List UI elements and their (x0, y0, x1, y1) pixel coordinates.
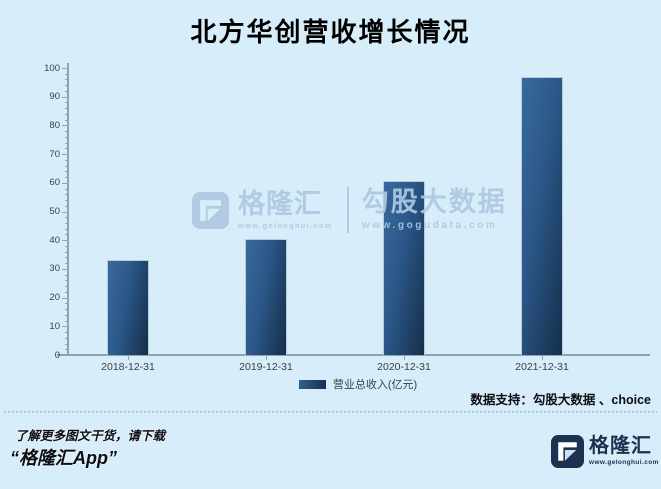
y-minor-tick (65, 165, 68, 167)
y-tick-label: 100 (44, 62, 60, 74)
data-support-note: 数据支持：勾股大数据 、choice (470, 393, 651, 407)
footer-brand: 格隆汇 www.gelonghui.com (551, 435, 659, 468)
y-minor-tick (65, 274, 68, 276)
y-major-tick (62, 125, 68, 127)
y-minor-tick (65, 343, 68, 345)
chart-title: 北方华创营收增长情况 (190, 17, 471, 47)
footer-brand-url: www.gelonghui.com (589, 459, 659, 466)
watermark-divider (346, 187, 349, 233)
legend-label: 营业总收入(亿元) (332, 379, 418, 391)
bar (383, 181, 425, 355)
x-axis-label: 2018-12-31 (101, 361, 155, 373)
y-minor-tick (65, 90, 68, 92)
y-minor-tick (65, 159, 68, 161)
y-minor-tick (65, 148, 68, 150)
y-tick-label: 80 (49, 119, 60, 131)
y-major-tick (62, 240, 68, 242)
y-minor-tick (65, 194, 68, 196)
y-minor-tick (65, 291, 68, 293)
watermark-brand-text: 格隆汇 (238, 188, 322, 219)
promo-text: 了解更多图文干货，请下载 (15, 429, 166, 443)
y-minor-tick (65, 280, 68, 282)
y-minor-tick (65, 131, 68, 133)
y-minor-tick (65, 314, 68, 316)
y-minor-tick (65, 217, 68, 219)
y-minor-tick (65, 320, 68, 322)
gelonghui-logo-icon (192, 191, 229, 229)
y-major-tick (62, 326, 68, 328)
bar (245, 238, 287, 355)
legend: 营业总收入(亿元) (68, 376, 648, 392)
y-tick-label: 40 (49, 234, 60, 246)
x-axis (57, 354, 650, 356)
footer-brand-text-block: 格隆汇 www.gelonghui.com (589, 436, 659, 466)
y-minor-tick (65, 113, 68, 115)
y-major-tick (62, 268, 68, 270)
y-tick-label: 30 (49, 263, 60, 275)
y-minor-tick (65, 85, 68, 87)
x-tick (541, 356, 543, 360)
watermark-brand-url: www.gelonghui.com (238, 220, 333, 230)
y-minor-tick (65, 171, 68, 173)
watermark-brand-block: 格隆汇 www.gelonghui.com (238, 188, 333, 230)
y-minor-tick (65, 188, 68, 190)
legend-swatch (298, 379, 326, 389)
x-tick (127, 356, 129, 360)
watermark: 格隆汇 www.gelonghui.com 勾股大数据 www.gogudata… (192, 184, 507, 236)
y-minor-tick (65, 286, 68, 288)
y-tick-label: 0 (54, 349, 60, 361)
y-tick-label: 70 (49, 148, 60, 160)
y-minor-tick (65, 337, 68, 339)
y-minor-tick (65, 234, 68, 236)
y-minor-tick (65, 263, 68, 265)
gelonghui-logo-icon (551, 435, 584, 468)
y-tick-label: 60 (49, 177, 60, 189)
y-minor-tick (65, 222, 68, 224)
y-minor-tick (65, 303, 68, 305)
y-minor-tick (65, 205, 68, 207)
y-major-tick (62, 96, 68, 98)
y-minor-tick (65, 177, 68, 179)
y-minor-tick (65, 332, 68, 334)
y-tick-label: 90 (49, 91, 60, 103)
dotted-separator (4, 411, 657, 413)
y-minor-tick (65, 228, 68, 230)
y-tick-label: 20 (49, 292, 60, 304)
y-minor-tick (65, 136, 68, 138)
y-minor-tick (65, 257, 68, 259)
bar (107, 259, 149, 355)
y-major-tick (62, 297, 68, 299)
y-minor-tick (65, 119, 68, 121)
x-tick (265, 356, 267, 360)
y-minor-tick (65, 142, 68, 144)
bar (521, 77, 563, 355)
y-minor-tick (65, 73, 68, 75)
y-major-tick (62, 154, 68, 156)
y-major-tick (62, 68, 68, 69)
x-axis-label: 2020-12-31 (377, 361, 431, 373)
x-axis-label: 2021-12-31 (515, 361, 569, 373)
footer-brand-name: 格隆汇 (589, 435, 652, 457)
y-minor-tick (65, 251, 68, 253)
y-major-tick (62, 182, 68, 184)
y-minor-tick (65, 108, 68, 110)
y-major-tick (62, 355, 68, 356)
y-tick-label: 50 (49, 206, 60, 217)
y-minor-tick (65, 349, 68, 351)
y-minor-tick (65, 309, 68, 311)
y-tick-label: 10 (49, 320, 60, 332)
promo-app-name: “格隆汇App” (10, 448, 117, 468)
y-axis (67, 63, 69, 356)
x-axis-label: 2019-12-31 (239, 361, 293, 373)
x-tick (403, 356, 405, 360)
y-minor-tick (65, 200, 68, 202)
y-minor-tick (65, 79, 68, 81)
y-minor-tick (65, 245, 68, 247)
y-minor-tick (65, 102, 68, 104)
y-major-tick (62, 211, 68, 213)
